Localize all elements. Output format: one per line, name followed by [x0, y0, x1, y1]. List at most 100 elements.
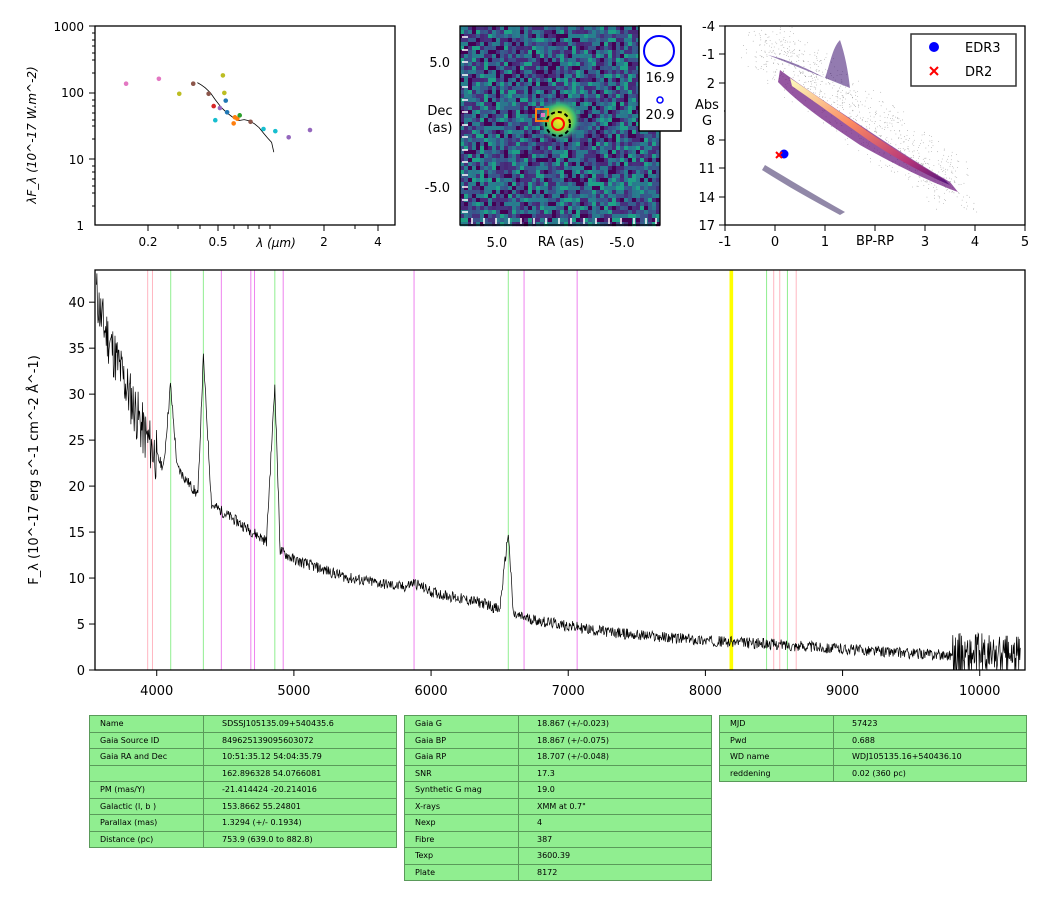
hr-ylabel-g: G — [702, 114, 712, 129]
table-value: 18.707 (+/-0.048) — [518, 748, 712, 766]
spectrum-xtick-label: 8000 — [689, 684, 722, 699]
image-xtick-neg5: -5.0 — [609, 236, 634, 251]
legend-mag-faint: 20.9 — [646, 108, 675, 123]
image-ytick-neg5: -5.0 — [425, 181, 450, 196]
table-row: Name SDSSJ105135.09+540435.6 — [89, 715, 397, 733]
table-row: Gaia RP 18.707 (+/-0.048) — [404, 748, 712, 766]
table-key: Fibre — [404, 830, 519, 848]
hr-ytick-m1: -1 — [702, 48, 715, 63]
table-value: 162.896328 54.0766081 — [203, 764, 397, 782]
legend-dr2-marker — [929, 66, 939, 76]
hr-xtick-0: 0 — [771, 235, 779, 250]
legend-dr2-label: DR2 — [965, 65, 992, 80]
table-value: XMM at 0.7" — [518, 797, 712, 815]
hr-xtick-labels: -1 0 1 3 4 5 — [719, 235, 1030, 250]
sed-ytick-labels: 1000 100 10 1 — [53, 20, 84, 233]
table-value: 19.0 — [518, 781, 712, 799]
table-value: 1.3294 (+/- 0.1934) — [203, 814, 397, 832]
hr-ytick-17: 17 — [698, 219, 715, 234]
table-value: 17.3 — [518, 764, 712, 782]
spectrum-ytick-label: 35 — [68, 342, 85, 357]
sed-point — [176, 91, 182, 97]
sed-point — [190, 81, 196, 86]
table-value: 0.688 — [833, 731, 1027, 749]
hr-point-dr2 — [775, 151, 783, 159]
hr-xtick-4: 4 — [971, 235, 979, 250]
table-value: 4 — [518, 814, 712, 832]
table-value: 18.867 (+/-0.023) — [518, 715, 712, 733]
table-key: PM (mas/Y) — [89, 781, 204, 799]
spectrum-xtick-label: 7000 — [552, 684, 585, 699]
hr-xtick-m1: -1 — [719, 235, 732, 250]
spectrum-xtick-label: 10000 — [959, 684, 1000, 699]
hr-ytick-8: 8 — [707, 134, 715, 149]
legend-circle-large — [643, 35, 675, 67]
table-row: 162.896328 54.0766081 — [89, 764, 397, 782]
table-value: 753.9 (639.0 to 882.8) — [203, 830, 397, 848]
hr-xtick-3: 3 — [921, 235, 929, 250]
spectrum-xtick-label: 6000 — [415, 684, 448, 699]
table-row: MJD 57423 — [719, 715, 1027, 733]
sed-panel: λF_λ (10^-17 W.m^-2) 1000 100 10 1 0.2 0… — [25, 20, 396, 250]
sed-point — [211, 103, 216, 109]
spectrum-xticks: 4000 5000 6000 7000 8000 9000 10000 — [140, 670, 1000, 699]
spectrum-xtick-label: 4000 — [140, 684, 173, 699]
sed-xtick-2: 2 — [320, 235, 328, 249]
sed-ytick-1000: 1000 — [53, 20, 84, 34]
table-value: 10:51:35.12 54:04:35.79 — [203, 748, 397, 766]
sed-ytick-10: 10 — [69, 153, 84, 167]
table-key: Gaia RP — [404, 748, 519, 766]
info-table-observation: MJD 57423 Pwd 0.688 WD name WDJ105135.16+5404… — [719, 715, 1027, 782]
table-value: 387 — [518, 830, 712, 848]
table-row: Gaia G 18.867 (+/-0.023) — [404, 715, 712, 733]
sed-point — [286, 134, 291, 140]
sed-xtick-0.2: 0.2 — [138, 235, 157, 249]
table-key: Texp — [404, 847, 519, 865]
sed-point — [307, 127, 313, 133]
spectrum-yticks: 0 5 10 15 20 25 30 35 40 — [68, 296, 95, 679]
sed-point — [217, 105, 223, 111]
table-key: Pwd — [719, 731, 834, 749]
spectrum-ytick-label: 5 — [77, 618, 85, 633]
sed-xtick-0.5: 0.5 — [208, 235, 227, 249]
spectrum-panel: 0 5 10 15 20 25 30 35 40 4000 5000 6000 7000 8000 900… — [26, 269, 1026, 699]
table-key: Nexp — [404, 814, 519, 832]
table-key: Gaia G — [404, 715, 519, 733]
table-key: Galactic (l, b ) — [89, 797, 204, 815]
table-key: Name — [89, 715, 204, 733]
spectrum-axes-frame — [94, 269, 1026, 671]
table-row: X-rays XMM at 0.7" — [404, 797, 712, 815]
image-ylabel-as: (as) — [428, 121, 453, 136]
table-row: Parallax (mas) 1.3294 (+/- 0.1934) — [89, 814, 397, 832]
legend-edr3-label: EDR3 — [965, 41, 1001, 56]
target-marker-square — [535, 108, 549, 122]
spectrum-ytick-label: 0 — [77, 664, 85, 679]
sed-plot-area — [123, 73, 313, 153]
image-panel: 16.9 20.9 Dec (as) 5.0 -5.0 5.0 -5.0 RA … — [425, 25, 682, 251]
spectrum-ytick-label: 40 — [68, 296, 85, 311]
table-row: WD name WDJ105135.16+540436.10 — [719, 748, 1027, 766]
table-key: MJD — [719, 715, 834, 733]
sed-point — [224, 110, 230, 115]
sed-point — [223, 98, 229, 103]
hr-legend: EDR3 DR2 — [910, 33, 1017, 87]
hr-ytick-11: 11 — [698, 162, 715, 177]
table-key — [89, 764, 204, 782]
hr-xlabel: BP-RP — [856, 234, 894, 249]
image-ytick-5: 5.0 — [429, 56, 450, 71]
sed-ylabel: λF_λ (10^-17 W.m^-2) — [25, 66, 39, 204]
table-value: 0.02 (360 pc) — [833, 764, 1027, 782]
sed-axes-frame — [94, 25, 396, 226]
sed-point — [212, 117, 218, 123]
table-row: Plate 8172 — [404, 863, 712, 881]
sed-point — [273, 128, 278, 134]
image-xlabel: RA (as) — [538, 235, 584, 250]
hr-panel: EDR3 DR2 -4 -1 2 5 8 11 14 17 Abs G -1 0… — [690, 20, 1030, 250]
spectrum-xtick-label: 5000 — [277, 684, 310, 699]
table-value: SDSSJ105135.09+540435.6 — [203, 715, 397, 733]
table-key: SNR — [404, 764, 519, 782]
table-row: SNR 17.3 — [404, 764, 712, 782]
table-value: WDJ105135.16+540436.10 — [833, 748, 1027, 766]
legend-edr3-marker — [929, 42, 939, 52]
hr-xtick-1: 1 — [821, 235, 829, 250]
